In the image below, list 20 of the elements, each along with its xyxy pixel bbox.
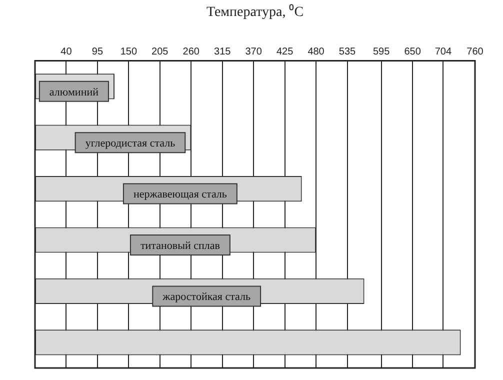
x-tick-label: 425 <box>276 46 294 58</box>
y-tick-label: углеродистая сталь <box>85 137 176 150</box>
y-tick-label: алюминий <box>49 86 99 98</box>
x-tick-label: 760 <box>466 46 484 58</box>
x-tick-label: 480 <box>308 46 325 58</box>
y-tick-label: титановый сплав <box>140 240 220 252</box>
x-tick-label: 260 <box>182 46 200 58</box>
x-tick-label: 370 <box>245 46 262 58</box>
y-tick-label: нержавеющая сталь <box>133 188 227 201</box>
x-tick-label: 595 <box>372 46 390 58</box>
x-tick-label: 205 <box>152 46 169 58</box>
x-tick-label: 315 <box>214 46 232 58</box>
x-tick-label: 40 <box>60 46 72 58</box>
x-axis-title: Температура, ⁰C <box>206 4 304 20</box>
x-tick-label: 95 <box>92 46 104 58</box>
x-tick-label: 535 <box>338 46 356 58</box>
x-tick-label: 650 <box>404 46 422 58</box>
x-tick-label: 150 <box>120 46 138 58</box>
x-tick-label: 704 <box>434 46 452 58</box>
y-tick-label: жаростойкая сталь <box>162 291 251 304</box>
